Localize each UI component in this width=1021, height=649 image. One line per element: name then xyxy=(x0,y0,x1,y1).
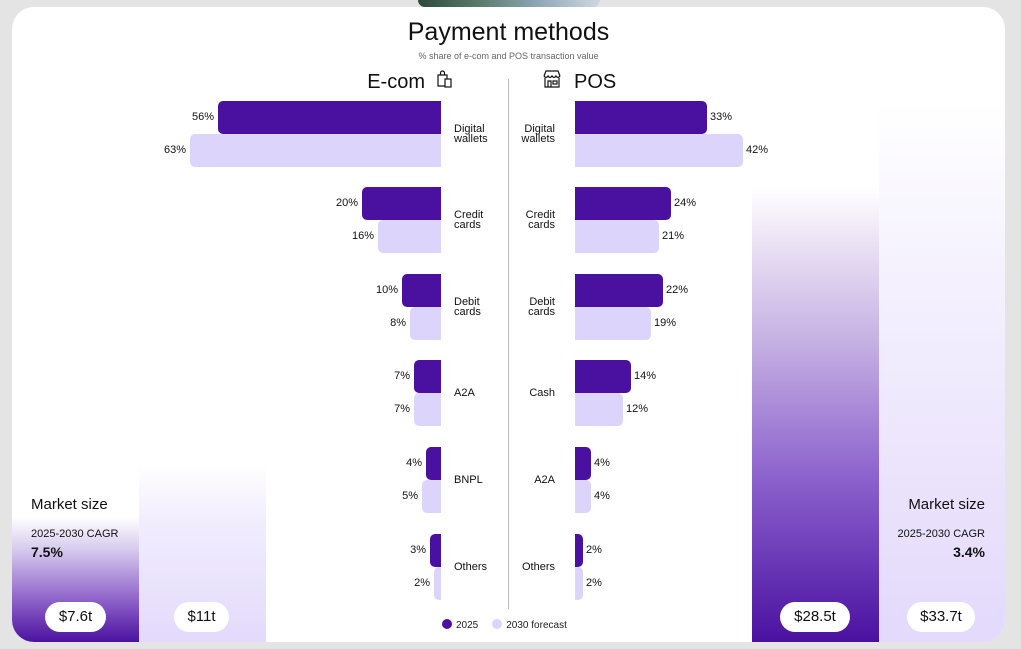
pos-value-2025: 4% xyxy=(594,457,610,469)
legend: 2025 2030 forecast xyxy=(442,619,567,631)
ecom-value-2030: 7% xyxy=(394,403,410,415)
pos-bar-2025 xyxy=(575,534,583,567)
ecom-bar-2030 xyxy=(410,307,441,340)
pos-market-2030-column: $33.7t xyxy=(879,102,1005,642)
pos-value-2025: 33% xyxy=(710,111,733,123)
ecom-bar-2025 xyxy=(402,274,441,307)
pos-bar-2025 xyxy=(575,274,663,307)
ecom-bar-2030 xyxy=(414,393,441,426)
ecom-value-2030: 2% xyxy=(414,577,430,589)
ecom-bar-2030 xyxy=(190,134,441,167)
pos-cagr-label: 2025-2030 CAGR xyxy=(897,528,985,540)
ecom-category-label: Debit cards xyxy=(454,296,481,318)
pos-bar-2030 xyxy=(575,567,583,600)
pos-category-label: A2A xyxy=(534,474,555,486)
pos-value-2030: 19% xyxy=(654,317,677,329)
pos-heading-label: POS xyxy=(574,70,617,93)
pos-category-label: Others xyxy=(521,561,555,573)
ecom-bar-2025 xyxy=(362,187,441,220)
ecom-bar-2025 xyxy=(430,534,441,567)
pos-category-label: Digital wallets xyxy=(521,123,555,145)
pos-value-2030: 21% xyxy=(662,230,685,242)
chart-title: Payment methods xyxy=(407,18,610,46)
ecom-bar-2030 xyxy=(434,567,441,600)
pos-value-2030: 42% xyxy=(746,144,769,156)
pos-bar-2030 xyxy=(575,307,651,340)
pos-value-2025: 2% xyxy=(586,544,602,556)
ecom-bar-2025 xyxy=(414,360,441,393)
pos-value-2030: 4% xyxy=(594,490,610,502)
pos-market-2030-pill: $33.7t xyxy=(907,602,975,632)
legend-item-2025: 2025 xyxy=(442,619,478,631)
ecom-heading: E-com xyxy=(367,70,453,94)
ecom-value-2025: 7% xyxy=(394,370,410,382)
store-icon xyxy=(542,70,562,94)
pos-value-2030: 2% xyxy=(586,577,602,589)
ecom-bar-2025 xyxy=(426,447,441,480)
ecom-value-2025: 3% xyxy=(410,544,426,556)
ecom-category-label: Others xyxy=(454,561,488,573)
pos-category-label: Debit cards xyxy=(528,296,555,318)
ecom-category-label: Credit cards xyxy=(454,209,484,231)
ecom-category-label: BNPL xyxy=(454,474,483,486)
ecom-market-2025-column: $7.6t xyxy=(12,517,139,642)
ecom-cagr-value: 7.5% xyxy=(31,544,63,560)
pos-value-2025: 24% xyxy=(674,197,697,209)
legend-dot-2030-icon xyxy=(492,619,503,629)
pos-bar-2025 xyxy=(575,360,631,393)
pos-bar-2025 xyxy=(575,187,671,220)
ecom-value-2030: 63% xyxy=(163,144,186,156)
ecom-category-label: A2A xyxy=(454,387,475,399)
pos-market-size-label: Market size xyxy=(908,496,985,513)
pos-bar-2025 xyxy=(575,447,591,480)
ecom-value-2025: 10% xyxy=(375,284,398,296)
pos-category-label: Cash xyxy=(529,387,555,399)
pos-bar-2030 xyxy=(575,220,659,253)
ecom-heading-label: E-com xyxy=(367,70,425,93)
ecom-value-2030: 5% xyxy=(402,490,418,502)
ecom-market-2025-pill: $7.6t xyxy=(45,602,106,632)
pos-value-2025: 22% xyxy=(666,284,689,296)
ecom-bar-2025 xyxy=(218,101,441,134)
pos-market-2025-pill: $28.5t xyxy=(780,602,850,632)
globe-image xyxy=(418,0,600,7)
ecom-value-2030: 8% xyxy=(390,317,406,329)
pos-bar-2025 xyxy=(575,101,707,134)
pos-heading: POS xyxy=(542,70,616,94)
shopping-bag-icon xyxy=(437,70,453,94)
pos-bar-2030 xyxy=(575,134,743,167)
ecom-cagr-label: 2025-2030 CAGR xyxy=(31,528,119,540)
pos-bar-2030 xyxy=(575,480,591,513)
pos-value-2025: 14% xyxy=(634,370,657,382)
pos-cagr-value: 3.4% xyxy=(953,544,985,560)
ecom-value-2025: 20% xyxy=(335,197,358,209)
ecom-value-2025: 56% xyxy=(191,111,214,123)
ecom-value-2030: 16% xyxy=(351,230,374,242)
legend-item-2030: 2030 forecast xyxy=(492,619,567,631)
ecom-bar-2030 xyxy=(422,480,441,513)
pos-value-2030: 12% xyxy=(626,403,649,415)
ecom-value-2025: 4% xyxy=(406,457,422,469)
pos-market-2025-column: $28.5t xyxy=(752,187,879,642)
pos-bar-2030 xyxy=(575,393,623,426)
chart-card: $7.6t $11t Market size 2025-2030 CAGR 7.… xyxy=(12,7,1005,642)
center-divider xyxy=(508,79,509,609)
ecom-category-label: Digital wallets xyxy=(454,123,488,145)
legend-dot-2025-icon xyxy=(442,619,452,629)
ecom-market-2030-column: $11t xyxy=(139,462,266,642)
ecom-market-2030-pill: $11t xyxy=(174,602,229,632)
ecom-market-size-label: Market size xyxy=(31,496,108,513)
pos-category-label: Credit cards xyxy=(525,209,555,231)
ecom-bar-2030 xyxy=(378,220,441,253)
chart-subtitle: % share of e-com and POS transaction val… xyxy=(418,51,599,61)
